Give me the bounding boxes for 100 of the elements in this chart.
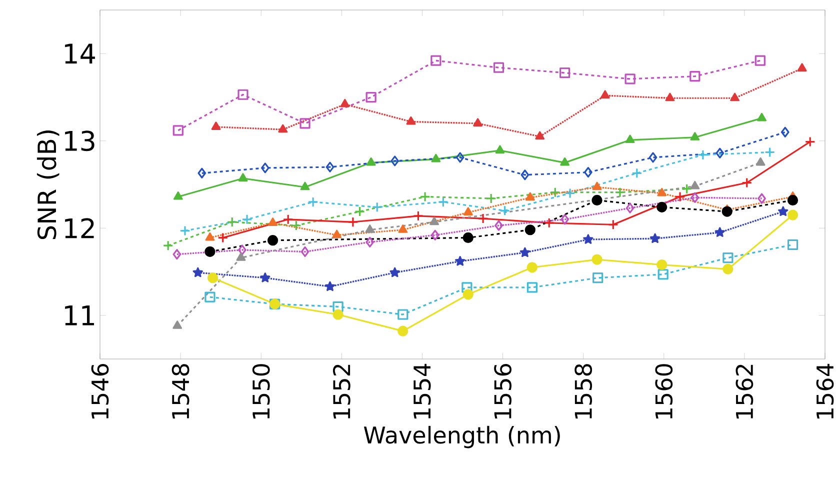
point: [430, 55, 442, 66]
point: [431, 154, 441, 162]
point: [365, 224, 375, 233]
point: [267, 235, 278, 246]
point: [560, 68, 570, 78]
y-tick-label: 14: [65, 44, 95, 64]
point: [520, 170, 530, 180]
point: [756, 157, 766, 166]
point: [242, 214, 252, 225]
point: [290, 220, 302, 231]
x-tick-label: 1562: [736, 364, 754, 419]
point: [366, 157, 376, 166]
point: [238, 173, 248, 182]
point: [787, 210, 798, 220]
point: [172, 249, 182, 260]
point: [690, 132, 700, 140]
point: [390, 267, 400, 278]
x-tick-label: 1546: [91, 364, 109, 419]
y-tick-label: 11: [65, 306, 94, 326]
point: [787, 239, 798, 250]
point: [674, 191, 686, 202]
point: [550, 187, 560, 198]
point: [690, 192, 700, 203]
point: [714, 227, 725, 237]
point: [648, 152, 658, 163]
point: [204, 246, 216, 257]
point: [218, 232, 228, 244]
point: [478, 213, 488, 224]
point: [535, 131, 545, 140]
point: [366, 92, 376, 103]
point: [300, 246, 310, 257]
point: [584, 166, 592, 178]
point: [495, 145, 505, 154]
x-tick-label: 1550: [252, 364, 270, 419]
y-tick-label: 12: [65, 218, 94, 238]
point: [398, 309, 408, 320]
point: [308, 196, 318, 208]
point: [499, 205, 510, 216]
point: [650, 233, 660, 244]
point: [625, 134, 635, 144]
point: [412, 210, 424, 222]
x-tick-label: 1560: [655, 364, 673, 419]
point: [326, 162, 334, 172]
point: [372, 202, 382, 212]
point: [614, 187, 626, 198]
point: [172, 125, 184, 136]
point: [764, 146, 776, 158]
x-tick-label: 1556: [494, 364, 512, 419]
point: [524, 224, 536, 236]
point: [754, 55, 766, 66]
point: [624, 74, 636, 84]
point: [268, 218, 278, 226]
x-tick-label: 1558: [574, 364, 592, 419]
point: [658, 269, 668, 280]
point: [455, 256, 466, 266]
point: [592, 272, 604, 284]
point: [332, 230, 342, 238]
point: [172, 320, 182, 329]
point: [430, 216, 440, 226]
point: [332, 301, 344, 312]
point: [332, 309, 344, 320]
point: [430, 230, 440, 240]
y-tick-label: 13: [65, 130, 94, 152]
point: [682, 184, 692, 194]
point: [238, 89, 248, 100]
point: [438, 196, 448, 208]
point: [592, 254, 602, 265]
point: [690, 71, 700, 82]
point: [354, 206, 366, 217]
y-axis-title: SNR (dB): [36, 130, 60, 240]
point: [690, 180, 700, 190]
point: [560, 214, 569, 225]
point: [420, 191, 430, 202]
point: [340, 98, 350, 108]
point: [525, 192, 535, 201]
point: [462, 289, 474, 300]
point: [226, 216, 238, 228]
point: [211, 122, 221, 130]
point: [520, 247, 530, 257]
point: [463, 207, 473, 216]
point: [778, 206, 788, 216]
point: [236, 252, 246, 261]
point: [493, 62, 504, 73]
point: [730, 92, 740, 102]
point: [348, 216, 358, 228]
x-tick-label: 1554: [414, 364, 431, 419]
point: [192, 267, 203, 278]
point: [324, 281, 336, 292]
point: [657, 188, 667, 196]
point: [406, 116, 416, 125]
point: [473, 118, 483, 126]
point: [758, 193, 766, 204]
point: [486, 193, 496, 204]
point: [600, 90, 610, 99]
point: [238, 244, 246, 256]
x-axis-title: Wavelength (nm): [364, 426, 560, 448]
point: [390, 156, 400, 166]
point: [722, 206, 732, 217]
point: [780, 126, 790, 138]
point: [632, 168, 642, 178]
